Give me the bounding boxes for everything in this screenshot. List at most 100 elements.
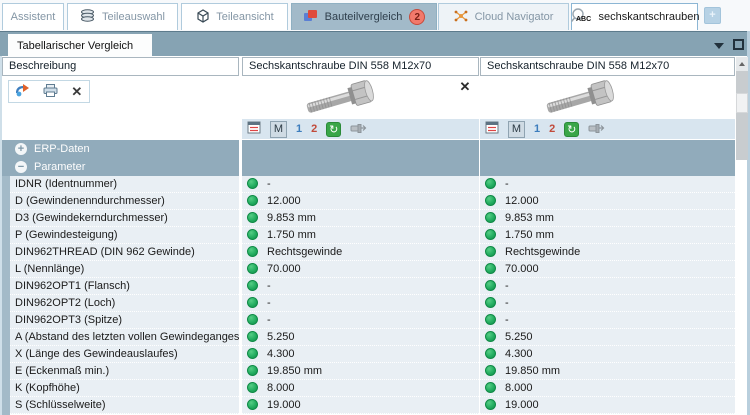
row-label[interactable]: L (Nennlänge): [10, 261, 239, 278]
column-options-toolbar-1: M 1 2 ↻: [242, 119, 479, 139]
row-value-col1[interactable]: -: [242, 176, 479, 193]
row-label[interactable]: K (Kopfhöhe): [10, 380, 239, 397]
datasheet-icon[interactable]: [485, 121, 499, 137]
part-thumbnail-bolt-1[interactable]: [300, 77, 388, 119]
tab-label: Bauteilvergleich: [324, 11, 403, 23]
row-value-col1[interactable]: 12.000: [242, 193, 479, 210]
collapse-icon[interactable]: −: [15, 161, 27, 173]
row-value-col2[interactable]: 70.000: [480, 261, 735, 278]
row-value-col2[interactable]: -: [480, 295, 735, 312]
window-right-border: [747, 31, 750, 415]
row-value-col2[interactable]: 19.850 mm: [480, 363, 735, 380]
connector-icon[interactable]: [588, 122, 605, 137]
row-value-col2[interactable]: Rechtsgewinde: [480, 244, 735, 261]
view-2-button[interactable]: 2: [549, 123, 556, 135]
row-value-col1[interactable]: 9.853 mm: [242, 210, 479, 227]
view-2-button[interactable]: 2: [311, 123, 318, 135]
close-comparison-icon[interactable]: ✕: [71, 83, 83, 99]
row-value-text: -: [267, 314, 271, 326]
tab-label: Teileauswahl: [102, 11, 165, 23]
new-tab-button[interactable]: +: [704, 7, 721, 24]
unit-mm-button[interactable]: M: [270, 120, 287, 138]
view-1-button[interactable]: 1: [296, 123, 303, 135]
row-value-col2[interactable]: -: [480, 176, 735, 193]
row-value-col1[interactable]: -: [242, 278, 479, 295]
equal-indicator-icon: [247, 382, 258, 393]
connector-icon[interactable]: [350, 122, 367, 137]
window-left-border: [0, 56, 2, 415]
maximize-icon[interactable]: [733, 39, 744, 50]
row-value-col2[interactable]: 8.000: [480, 380, 735, 397]
row-value-col1[interactable]: -: [242, 312, 479, 329]
row-label[interactable]: D (Gewindenenndurchmesser): [10, 193, 239, 210]
row-value-col1[interactable]: Rechtsgewinde: [242, 244, 479, 261]
row-label[interactable]: S (Schlüsselweite): [10, 397, 239, 414]
export-icon[interactable]: [15, 83, 30, 100]
row-value-col2[interactable]: 19.000: [480, 397, 735, 414]
row-value-col2[interactable]: -: [480, 312, 735, 329]
tab-teileauswahl[interactable]: Teileauswahl: [67, 3, 178, 30]
equal-indicator-icon: [485, 195, 496, 206]
row-label[interactable]: D3 (Gewindekerndurchmesser): [10, 210, 239, 227]
scrollbar-up-button[interactable]: [736, 57, 748, 71]
row-value-text: -: [267, 280, 271, 292]
sync-icon[interactable]: ↻: [564, 121, 580, 137]
row-value-col1[interactable]: 19.000: [242, 397, 479, 414]
row-label[interactable]: DIN962OPT3 (Spitze): [10, 312, 239, 329]
row-value-col1[interactable]: 1.750 mm: [242, 227, 479, 244]
view-1-button[interactable]: 1: [534, 123, 541, 135]
row-value-col1[interactable]: 4.300: [242, 346, 479, 363]
tab-label: Teileansicht: [216, 11, 274, 23]
row-value-col2[interactable]: 4.300: [480, 346, 735, 363]
equal-indicator-icon: [485, 212, 496, 223]
equal-indicator-icon: [247, 263, 258, 274]
part-thumbnail-bolt-2[interactable]: [540, 77, 628, 119]
row-value-col1[interactable]: 5.250: [242, 329, 479, 346]
row-value-col1[interactable]: 19.850 mm: [242, 363, 479, 380]
datasheet-icon[interactable]: [247, 121, 261, 137]
row-value-text: 8.000: [267, 382, 295, 394]
panel-menu-dropdown-icon[interactable]: [714, 43, 724, 49]
row-label[interactable]: DIN962OPT2 (Loch): [10, 295, 239, 312]
row-value-text: -: [505, 314, 509, 326]
row-value-text: 1.750 mm: [267, 229, 316, 241]
row-value-col2[interactable]: -: [480, 278, 735, 295]
row-label[interactable]: DIN962THREAD (DIN 962 Gewinde): [10, 244, 239, 261]
vertical-scrollbar-track[interactable]: [736, 71, 748, 160]
row-label[interactable]: IDNR (Identnummer): [10, 176, 239, 193]
row-label[interactable]: P (Gewindesteigung): [10, 227, 239, 244]
unit-mm-button[interactable]: M: [508, 120, 525, 138]
row-value-col2[interactable]: 5.250: [480, 329, 735, 346]
main-tab-bar: Assistent Teileauswahl Teileansicht Baut…: [0, 0, 750, 31]
panel-tab-tabellarischer-vergleich[interactable]: Tabellarischer Vergleich: [8, 34, 152, 57]
equal-indicator-icon: [485, 178, 496, 189]
remove-column-icon[interactable]: ✕: [459, 79, 471, 94]
print-icon[interactable]: [43, 83, 58, 100]
tab-cloud-navigator[interactable]: Cloud Navigator: [438, 3, 569, 30]
row-value-col1[interactable]: 70.000: [242, 261, 479, 278]
vertical-scrollbar-thumb[interactable]: [736, 93, 748, 113]
search-abc-icon: ABC: [570, 8, 592, 26]
row-value-col2[interactable]: 1.750 mm: [480, 227, 735, 244]
row-value-col1[interactable]: 8.000: [242, 380, 479, 397]
tab-bauteilvergleich[interactable]: Bauteilvergleich 2: [291, 3, 437, 30]
row-label[interactable]: A (Abstand des letzten vollen Gewindegan…: [10, 329, 239, 346]
expand-icon[interactable]: +: [15, 143, 27, 155]
row-label[interactable]: DIN962OPT1 (Flansch): [10, 278, 239, 295]
section-label: Parameter: [34, 161, 86, 173]
tab-sechskantschrauben[interactable]: ABC sechskantschrauben: [570, 3, 700, 30]
row-value-text: -: [267, 178, 271, 190]
tab-assistent[interactable]: Assistent: [2, 3, 64, 30]
equal-indicator-icon: [485, 280, 496, 291]
row-value-col1[interactable]: -: [242, 295, 479, 312]
row-value-col2[interactable]: 12.000: [480, 193, 735, 210]
row-label[interactable]: X (Länge des Gewindeauslaufes): [10, 346, 239, 363]
row-label[interactable]: E (Eckenmaß min.): [10, 363, 239, 380]
row-value-text: 1.750 mm: [505, 229, 554, 241]
row-value-col2[interactable]: 9.853 mm: [480, 210, 735, 227]
row-value-text: 70.000: [267, 263, 301, 275]
equal-indicator-icon: [485, 263, 496, 274]
tab-teileansicht[interactable]: Teileansicht: [181, 3, 288, 30]
tab-label: sechskantschrauben: [598, 11, 700, 23]
sync-icon[interactable]: ↻: [326, 121, 342, 137]
